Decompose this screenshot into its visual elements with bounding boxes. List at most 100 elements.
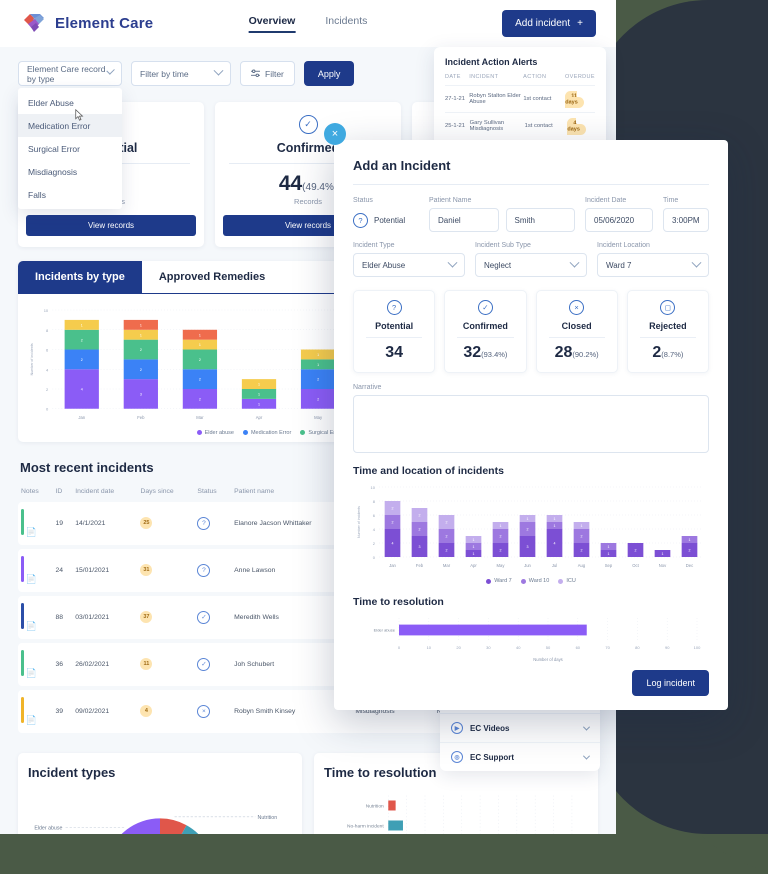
row-days-since: 25 [137, 501, 195, 545]
view-records-button[interactable]: View records [26, 215, 196, 236]
svg-text:8: 8 [373, 499, 376, 504]
svg-text:6: 6 [46, 348, 49, 353]
incident-subtype-select[interactable]: Neglect [475, 253, 587, 277]
filter-button[interactable]: Filter [240, 61, 295, 86]
incident-subtype-value: Neglect [484, 260, 512, 270]
help-item-ec-videos[interactable]: ▶ EC Videos [440, 713, 600, 742]
svg-text:50: 50 [546, 645, 551, 650]
modal-chart2-title: Time to resolution [353, 596, 444, 608]
svg-text:No-harm incident: No-harm incident [347, 823, 384, 829]
row-patient: Anne Lawson [231, 548, 353, 592]
chevron-down-icon [447, 257, 458, 268]
incident-type-label: Incident Type [353, 242, 395, 249]
svg-text:2: 2 [317, 397, 319, 401]
divider [229, 163, 387, 164]
svg-text:1: 1 [689, 538, 691, 542]
svg-text:Elder abuse: Elder abuse [374, 628, 396, 633]
alert-row[interactable]: 27-1-21 Robyn Stalton Elder Abuse 1st co… [445, 85, 595, 112]
last-name-input[interactable]: Smith [505, 208, 575, 232]
dropdown-option-surgical-error[interactable]: Surgical Error [28, 143, 80, 154]
incident-type-select[interactable]: Elder Abuse [353, 253, 465, 277]
plus-icon: + [577, 18, 583, 29]
svg-text:4: 4 [46, 367, 49, 372]
row-id: 88 [52, 595, 73, 639]
modal-stat-title: Rejected [649, 321, 687, 331]
incident-location-select[interactable]: Ward 7 [597, 253, 709, 277]
row-date: 26/02/2021 [72, 642, 138, 686]
incident-subtype-label: Incident Sub Type [475, 242, 531, 249]
help-item-ec-support[interactable]: ◎ EC Support [440, 742, 600, 771]
dropdown-option-misdiagnosis[interactable]: Misdiagnosis [28, 166, 78, 177]
stat-title: Confirmed [276, 141, 340, 155]
legend-label: Ward 7 [494, 578, 512, 584]
modal-chart1-title: Time and location of incidents [353, 465, 504, 477]
svg-text:2: 2 [446, 521, 448, 525]
narrative-label: Narrative [353, 384, 382, 391]
svg-text:2: 2 [81, 338, 83, 342]
tab-approved-remedies[interactable]: Approved Remedies [158, 271, 266, 283]
svg-text:Jun: Jun [524, 563, 531, 568]
chevron-down-icon [582, 723, 591, 731]
nav-item-incidents[interactable]: Incidents [325, 14, 368, 27]
row-date: 09/02/2021 [72, 689, 138, 733]
tab-incidents-by-type[interactable]: Incidents by type [18, 261, 142, 293]
chevron-down-icon [569, 257, 580, 268]
row-id: 24 [52, 548, 73, 592]
alerts-col-incident: INCIDENT [469, 74, 499, 80]
dropdown-option-falls[interactable]: Falls [28, 189, 46, 200]
time-to-resolution-title: Time to resolution [324, 764, 437, 780]
first-name-input[interactable]: Daniel [429, 208, 499, 232]
row-patient: Joh Schubert [231, 642, 353, 686]
time-filter-select[interactable]: Filter by time [131, 61, 231, 86]
divider [639, 337, 696, 338]
logo[interactable]: Element Care [20, 10, 153, 38]
svg-text:60: 60 [576, 645, 581, 650]
modal-close-button[interactable]: × [324, 123, 346, 145]
filter-label: Filter [265, 68, 284, 79]
svg-text:2: 2 [689, 549, 691, 553]
chevron-down-icon [691, 257, 702, 268]
incident-location-value: Ward 7 [606, 260, 632, 270]
legend-dot [520, 578, 526, 584]
note-icon: 📄 [25, 667, 38, 678]
svg-text:0: 0 [373, 555, 376, 560]
svg-text:0: 0 [46, 407, 49, 412]
log-incident-button[interactable]: Log incident [632, 670, 709, 696]
time-input[interactable]: 3:00PM [663, 208, 709, 232]
record-type-select[interactable]: Element Care record by type [18, 61, 122, 86]
alert-date: 25-1-21 [445, 123, 465, 129]
svg-text:2: 2 [419, 528, 421, 532]
incident-date-label: Incident Date [585, 197, 627, 204]
legend-item: Medication Error [242, 430, 291, 436]
svg-text:Nutrition: Nutrition [258, 815, 278, 821]
add-incident-button[interactable]: Add incident + [502, 10, 596, 37]
table-col-header: Status [197, 487, 217, 495]
row-date: 15/01/2021 [72, 548, 138, 592]
divider [366, 337, 423, 338]
row-accent-notes: 📄 [18, 642, 53, 686]
svg-text:10: 10 [44, 308, 49, 313]
svg-text:2: 2 [446, 549, 448, 553]
svg-text:Oct: Oct [632, 563, 639, 568]
svg-text:2: 2 [140, 348, 142, 352]
nav-item-overview[interactable]: Overview [248, 15, 296, 33]
divider [548, 337, 605, 338]
row-status: ? [194, 548, 232, 592]
svg-text:Mar: Mar [196, 415, 204, 420]
alerts-col-action: ACTION [523, 74, 547, 80]
dropdown-option-elder-abuse[interactable]: Elder Abuse [28, 97, 74, 108]
svg-text:2: 2 [419, 514, 421, 518]
check-icon: ✓ [477, 300, 493, 315]
incident-date-input[interactable]: 05/06/2020 [585, 208, 653, 232]
modal-time-to-resolution-svg: 0 10 20 30 40 50 60 70 80 90 100 Elder abuse Number … [374, 618, 701, 662]
row-accent-notes: 📄 [18, 689, 53, 733]
days-since-badge: 4 [140, 705, 153, 718]
svg-text:1: 1 [473, 545, 475, 549]
svg-text:3: 3 [527, 545, 529, 549]
narrative-textarea[interactable] [353, 395, 709, 453]
record-type-dropdown[interactable]: Elder Abuse Medication Error Surgical Er… [18, 88, 122, 209]
alert-row[interactable]: 25-1-21 Gary Sullivan Misdiagnosis 1st c… [445, 112, 595, 139]
row-id: 36 [52, 642, 73, 686]
apply-button[interactable]: Apply [303, 61, 355, 86]
dropdown-option-medication-error[interactable]: Medication Error [18, 114, 122, 137]
